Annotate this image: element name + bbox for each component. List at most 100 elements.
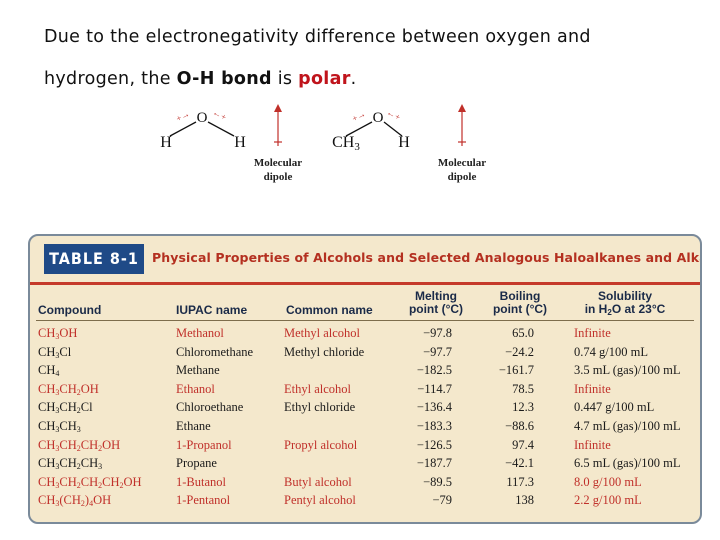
methanol-molecule: O +→ ←+ CH3 H bbox=[332, 107, 410, 153]
common-name-cell: Ethyl chloride bbox=[284, 400, 356, 415]
header-melting-1: Melting bbox=[415, 289, 457, 303]
intro-is: is bbox=[277, 69, 293, 89]
common-name-cell: Propyl alcohol bbox=[284, 437, 358, 452]
water-molecule: O +→ ←+ H H bbox=[160, 107, 246, 151]
boiling-point-cell: 97.4 bbox=[512, 437, 534, 452]
solubility-cell: Infinite bbox=[574, 326, 611, 340]
methanol-dipole-label-2: dipole bbox=[448, 171, 477, 183]
boiling-point-cell: 117.3 bbox=[506, 474, 534, 489]
table-banner: TABLE 8-1 Physical Properties of Alcohol… bbox=[30, 236, 700, 285]
boiling-point-cell: 78.5 bbox=[512, 381, 534, 396]
compound-cell: CH3CH2CH3 bbox=[38, 456, 103, 472]
common-name-cell: Pentyl alcohol bbox=[284, 493, 356, 508]
intro-line-1: Due to the electronegativity difference … bbox=[44, 27, 591, 47]
boiling-point-cell: −88.6 bbox=[505, 419, 534, 433]
solubility-cell: Infinite bbox=[574, 381, 611, 396]
table-row: CH3CH2OH Ethanol Ethyl alcohol −114.7 78.5 In… bbox=[30, 382, 700, 400]
methanol-oxygen: O bbox=[373, 110, 384, 126]
common-name-cell: Ethyl alcohol bbox=[284, 381, 351, 396]
melting-point-cell: −79 bbox=[432, 493, 452, 508]
methanol-dipole-label: Molecular bbox=[438, 157, 486, 169]
iupac-cell: Chloromethane bbox=[176, 344, 254, 359]
water-dipole: Molecular dipole bbox=[254, 104, 302, 183]
iupac-cell: Ethane bbox=[176, 419, 211, 433]
boiling-point-cell: 138 bbox=[515, 493, 534, 508]
methanol-dipole-arrow-left: +→ bbox=[350, 108, 367, 123]
solubility-cell: 6.5 mL (gas)/100 mL bbox=[574, 456, 681, 471]
iupac-cell: Methanol bbox=[176, 326, 224, 340]
table-row: CH3CH2CH2CH2OH 1-Butanol Butyl alcohol −89.… bbox=[30, 475, 700, 493]
melting-point-cell: −89.5 bbox=[423, 474, 452, 489]
melting-point-cell: −187.7 bbox=[416, 456, 452, 471]
melting-point-cell: −183.3 bbox=[416, 419, 452, 433]
header-compound: Compound bbox=[38, 303, 102, 317]
solubility-cell: 4.7 mL (gas)/100 mL bbox=[574, 419, 681, 433]
table-row: CH4 Methane −182.5 −161.7 3.5 mL (gas)/100 m… bbox=[30, 363, 700, 381]
common-name-cell: Butyl alcohol bbox=[284, 474, 352, 489]
compound-cell: CH3(CH2)4OH bbox=[38, 493, 112, 509]
methanol-bond-right bbox=[383, 121, 403, 137]
solubility-cell: 0.74 g/100 mL bbox=[574, 344, 648, 359]
table-row: CH3Cl Chloromethane Methyl chloride −97.7 −2… bbox=[30, 345, 700, 363]
compound-cell: CH3Cl bbox=[38, 344, 72, 360]
solubility-cell: 2.2 g/100 mL bbox=[574, 493, 642, 508]
header-common: Common name bbox=[286, 303, 373, 317]
water-bond-left bbox=[169, 121, 197, 137]
water-hydrogen-left: H bbox=[160, 134, 172, 151]
iupac-cell: 1-Pentanol bbox=[176, 493, 231, 508]
polar-word: polar bbox=[298, 69, 351, 89]
water-dipole-label-2: dipole bbox=[264, 171, 293, 183]
melting-point-cell: −182.5 bbox=[416, 363, 452, 378]
table-row: CH3CH3 Ethane −183.3 −88.6 4.7 mL (gas)/100 … bbox=[30, 419, 700, 437]
methanol-hydrogen: H bbox=[398, 134, 410, 151]
table-row: CH3OH Methanol Methyl alcohol −97.8 65.0 Infi… bbox=[30, 326, 700, 344]
header-solubility-2: in H2O at 23°C bbox=[584, 302, 666, 318]
table-row: CH3CH2CH2OH 1-Propanol Propyl alcohol −126.… bbox=[30, 438, 700, 456]
water-dipole-arrowhead bbox=[274, 104, 282, 112]
table-row: CH3(CH2)4OH 1-Pentanol Pentyl alcohol −79 13… bbox=[30, 493, 700, 511]
methanol-dipole-arrow-right: ←+ bbox=[385, 107, 402, 122]
boiling-point-cell: 65.0 bbox=[512, 326, 534, 340]
header-solubility-1: Solubility bbox=[598, 289, 652, 303]
melting-point-cell: −97.7 bbox=[423, 344, 452, 359]
intro-line-2: hydrogen, the O-H bond is polar. bbox=[44, 58, 704, 100]
header-divider bbox=[36, 320, 694, 321]
solubility-cell: 8.0 g/100 mL bbox=[574, 474, 642, 489]
header-melting-2: point (°C) bbox=[408, 302, 464, 316]
molecule-diagrams: O +→ ←+ H H Molecular dipole O +→ ←+ CH3… bbox=[150, 100, 510, 190]
common-name-cell: Methyl alcohol bbox=[284, 326, 361, 340]
intro-prefix: hydrogen, the bbox=[44, 69, 171, 89]
melting-point-cell: −126.5 bbox=[416, 437, 452, 452]
boiling-point-cell: −161.7 bbox=[498, 363, 534, 378]
methanol-dipole: Molecular dipole bbox=[438, 104, 486, 183]
iupac-cell: Methane bbox=[176, 363, 220, 378]
compound-cell: CH3CH2CH2CH2OH bbox=[38, 474, 142, 490]
common-name-cell: Methyl chloride bbox=[284, 344, 365, 359]
molecule-svg: O +→ ←+ H H Molecular dipole O +→ ←+ CH3… bbox=[160, 104, 486, 183]
water-dipole-arrow-right: ←+ bbox=[211, 107, 228, 122]
compound-cell: CH3CH2OH bbox=[38, 381, 99, 397]
header-boiling-1: Boiling bbox=[499, 289, 541, 303]
methanol-methyl: CH3 bbox=[332, 134, 360, 153]
header-melting: Melting point (°C) bbox=[398, 290, 474, 316]
oh-bond-text: O-H bond bbox=[176, 69, 272, 89]
solubility-cell: 3.5 mL (gas)/100 mL bbox=[574, 363, 681, 378]
melting-point-cell: −136.4 bbox=[416, 400, 452, 415]
table-row: CH3CH2Cl Chloroethane Ethyl chloride −136.4… bbox=[30, 400, 700, 418]
water-dipole-label: Molecular bbox=[254, 157, 302, 169]
compound-cell: CH3CH2CH2OH bbox=[38, 437, 121, 453]
table-caption: Physical Properties of Alcohols and Sele… bbox=[152, 250, 702, 265]
table-badge: TABLE 8-1 bbox=[44, 244, 144, 274]
table-row: CH3CH2CH3 Propane −187.7 −42.1 6.5 mL (gas)/… bbox=[30, 456, 700, 474]
header-solubility: Solubility in H2O at 23°C bbox=[570, 290, 680, 319]
iupac-cell: Chloroethane bbox=[176, 400, 244, 415]
water-dipole-arrow-left: +→ bbox=[174, 108, 191, 123]
methanol-bond-left bbox=[345, 121, 373, 137]
header-boiling: Boiling point (°C) bbox=[482, 290, 558, 316]
iupac-cell: 1-Propanol bbox=[176, 437, 232, 452]
iupac-cell: Propane bbox=[176, 456, 217, 471]
melting-point-cell: −97.8 bbox=[423, 326, 452, 340]
header-boiling-2: point (°C) bbox=[492, 302, 548, 316]
compound-cell: CH3CH3 bbox=[38, 419, 81, 434]
header-iupac: IUPAC name bbox=[176, 303, 248, 317]
